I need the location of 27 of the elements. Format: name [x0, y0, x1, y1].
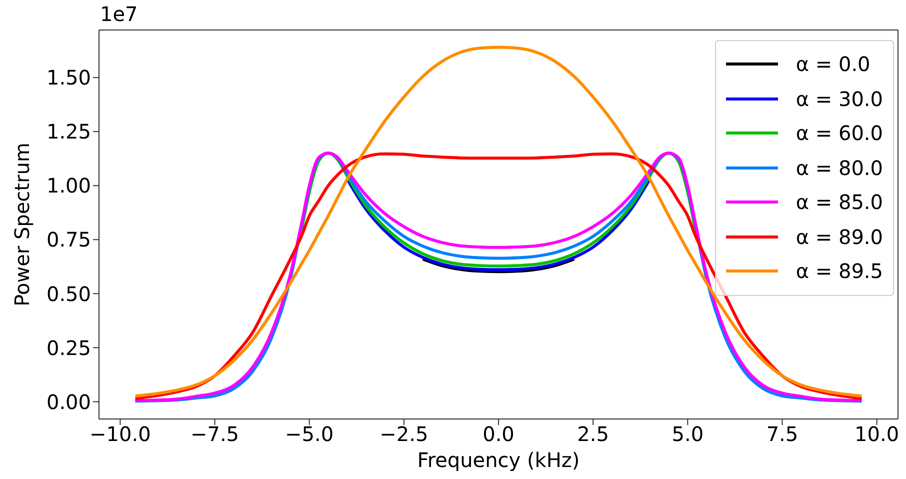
- y-tick-label: 1.25: [46, 120, 91, 144]
- x-tick-label: 0.0: [482, 422, 514, 446]
- legend-label: α = 85.0: [796, 190, 883, 214]
- y-axis-title: Power Spectrum: [10, 142, 34, 306]
- legend-label: α = 60.0: [796, 121, 883, 146]
- x-tick-label: 5.0: [672, 422, 704, 446]
- x-tick-label: 10.0: [854, 422, 900, 446]
- y-tick-label: 0.50: [46, 282, 91, 306]
- y-tick-label: 0.00: [46, 390, 91, 414]
- y-tick-label: 0.25: [46, 336, 91, 360]
- x-tick-label: −5.0: [285, 422, 334, 446]
- y-tick-label: 1.50: [46, 66, 91, 90]
- x-tick-label: 7.5: [766, 422, 798, 446]
- legend-label: α = 30.0: [796, 86, 883, 111]
- x-axis-title: Frequency (kHz): [417, 448, 580, 472]
- x-tick-label: 2.5: [577, 422, 609, 446]
- text: 1e7: [100, 2, 138, 26]
- legend-label: α = 80.0: [796, 156, 883, 180]
- y-tick-label: 0.75: [46, 228, 91, 252]
- x-tick-label: −10.0: [90, 422, 151, 446]
- y-tick-label: 1.00: [46, 174, 91, 198]
- line-series: [346, 178, 652, 272]
- legend-label: α = 0.0: [796, 52, 870, 76]
- legend-label: α = 89.0: [796, 224, 883, 249]
- x-tick-label: −2.5: [380, 422, 428, 446]
- x-tick-label: −7.5: [190, 422, 240, 446]
- legend-label: α = 89.5: [796, 259, 883, 284]
